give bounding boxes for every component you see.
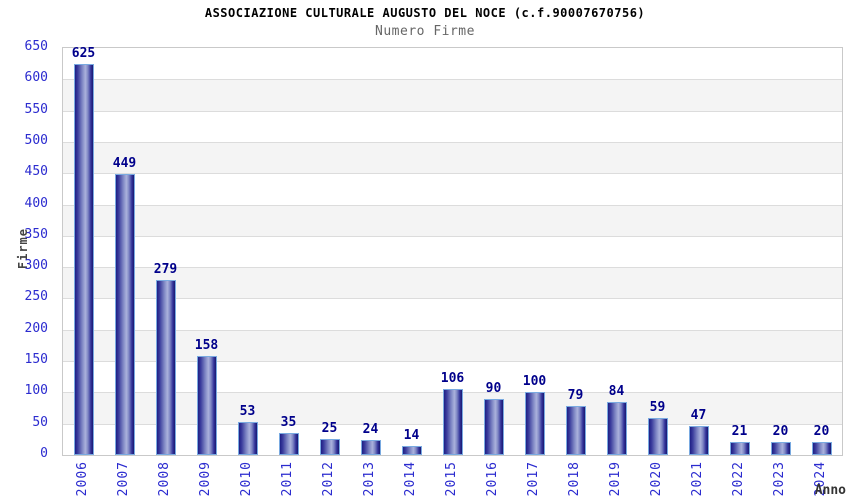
- x-tick-label: 2016: [484, 461, 500, 497]
- x-tick-label: 2020: [648, 461, 664, 497]
- bar-value-label: 53: [239, 403, 256, 419]
- y-tick-label: 50: [32, 414, 48, 430]
- y-tick-label: 650: [24, 39, 48, 54]
- chart-title: ASSOCIAZIONE CULTURALE AUGUSTO DEL NOCE …: [204, 6, 646, 20]
- x-tick-label: 2012: [320, 461, 336, 497]
- y-tick-label: 500: [24, 132, 48, 148]
- bar-value-label: 100: [522, 374, 547, 390]
- plot-band: [63, 235, 842, 268]
- plot-band: [63, 173, 842, 205]
- y-tick-label: 200: [24, 320, 48, 336]
- bar-2019: [606, 402, 627, 455]
- bar-2011: [278, 433, 299, 455]
- x-tick-label: 2018: [566, 461, 582, 497]
- plot-band: [63, 110, 842, 142]
- bar-value-label: 20: [813, 424, 830, 440]
- plot-band: [63, 79, 842, 111]
- bar-value-label: 79: [567, 387, 584, 403]
- x-tick-label: 2014: [402, 461, 418, 497]
- bar-value-label: 158: [194, 338, 219, 354]
- gridline: [63, 111, 842, 112]
- plot-band: [63, 48, 842, 80]
- bar-value-label: 106: [440, 370, 465, 386]
- y-tick-label: 300: [24, 258, 48, 274]
- bar-2006: [73, 64, 94, 455]
- gridline: [63, 79, 842, 80]
- y-tick-label: 250: [24, 289, 48, 305]
- bar-2017: [524, 392, 545, 455]
- gridline: [63, 173, 842, 174]
- bar-value-label: 449: [112, 155, 137, 171]
- bar-value-label: 47: [690, 407, 707, 423]
- y-tick-label: 0: [40, 446, 48, 461]
- bar-value-label: 21: [731, 423, 748, 439]
- bar-2007: [114, 174, 135, 455]
- bar-value-label: 24: [362, 421, 379, 437]
- gridline: [63, 205, 842, 206]
- bar-value-label: 20: [772, 424, 789, 440]
- bar-value-label: 59: [649, 400, 666, 416]
- y-tick-label: 400: [24, 195, 48, 211]
- bar-2012: [319, 439, 340, 455]
- bar-2009: [196, 356, 217, 455]
- bar-value-label: 279: [153, 262, 178, 278]
- x-axis-title: Anno: [814, 483, 846, 498]
- bar-2018: [565, 406, 586, 455]
- bar-value-label: 25: [321, 421, 338, 437]
- gridline: [63, 142, 842, 143]
- x-tick-label: 2019: [607, 461, 623, 497]
- bar-2013: [360, 440, 381, 455]
- gridline: [63, 298, 842, 299]
- y-tick-label: 450: [24, 164, 48, 180]
- bar-2022: [729, 442, 750, 455]
- x-tick-label: 2013: [361, 461, 377, 497]
- x-tick-label: 2015: [443, 461, 459, 497]
- bar-value-label: 35: [280, 415, 297, 431]
- gridline: [63, 236, 842, 237]
- plot-band: [63, 298, 842, 330]
- y-tick-label: 350: [24, 226, 48, 242]
- x-tick-label: 2017: [525, 461, 541, 497]
- x-tick-label: 2010: [238, 461, 254, 497]
- bar-2023: [770, 442, 791, 455]
- y-tick-label: 600: [24, 70, 48, 86]
- plot-band: [63, 204, 842, 236]
- bar-2008: [155, 280, 176, 455]
- x-tick-label: 2008: [156, 461, 172, 497]
- bar-2014: [401, 446, 422, 455]
- x-tick-label: 2022: [730, 461, 746, 497]
- y-tick-label: 150: [24, 352, 48, 368]
- x-tick-label: 2009: [197, 461, 213, 497]
- bar-value-label: 14: [403, 428, 420, 444]
- bar-value-label: 625: [71, 45, 96, 61]
- gridline: [63, 267, 842, 268]
- x-tick-label: 2011: [279, 461, 295, 497]
- plot-band: [63, 361, 842, 393]
- bar-2015: [442, 389, 463, 455]
- x-tick-label: 2006: [74, 461, 90, 497]
- y-tick-label: 550: [24, 101, 48, 117]
- chart-subtitle: Numero Firme: [375, 24, 475, 39]
- x-tick-label: 2021: [689, 461, 705, 497]
- bar-value-label: 84: [608, 384, 625, 400]
- x-tick-label: 2007: [115, 461, 131, 497]
- bar-2021: [688, 426, 709, 455]
- y-tick-label: 100: [24, 383, 48, 399]
- plot-band: [63, 141, 842, 174]
- bar-value-label: 90: [485, 380, 502, 396]
- plot-area: 625 449 279 158 53 35 25 24 14 106 90 100 79 84 59 47 21…: [62, 45, 843, 456]
- bar-2024: [811, 442, 832, 455]
- gridline: [63, 330, 842, 331]
- gridline: [63, 361, 842, 362]
- bar-2016: [483, 399, 504, 455]
- bar-2010: [237, 422, 258, 455]
- plot-band: [63, 267, 842, 299]
- bar-2020: [647, 418, 668, 455]
- plot-band: [63, 329, 842, 362]
